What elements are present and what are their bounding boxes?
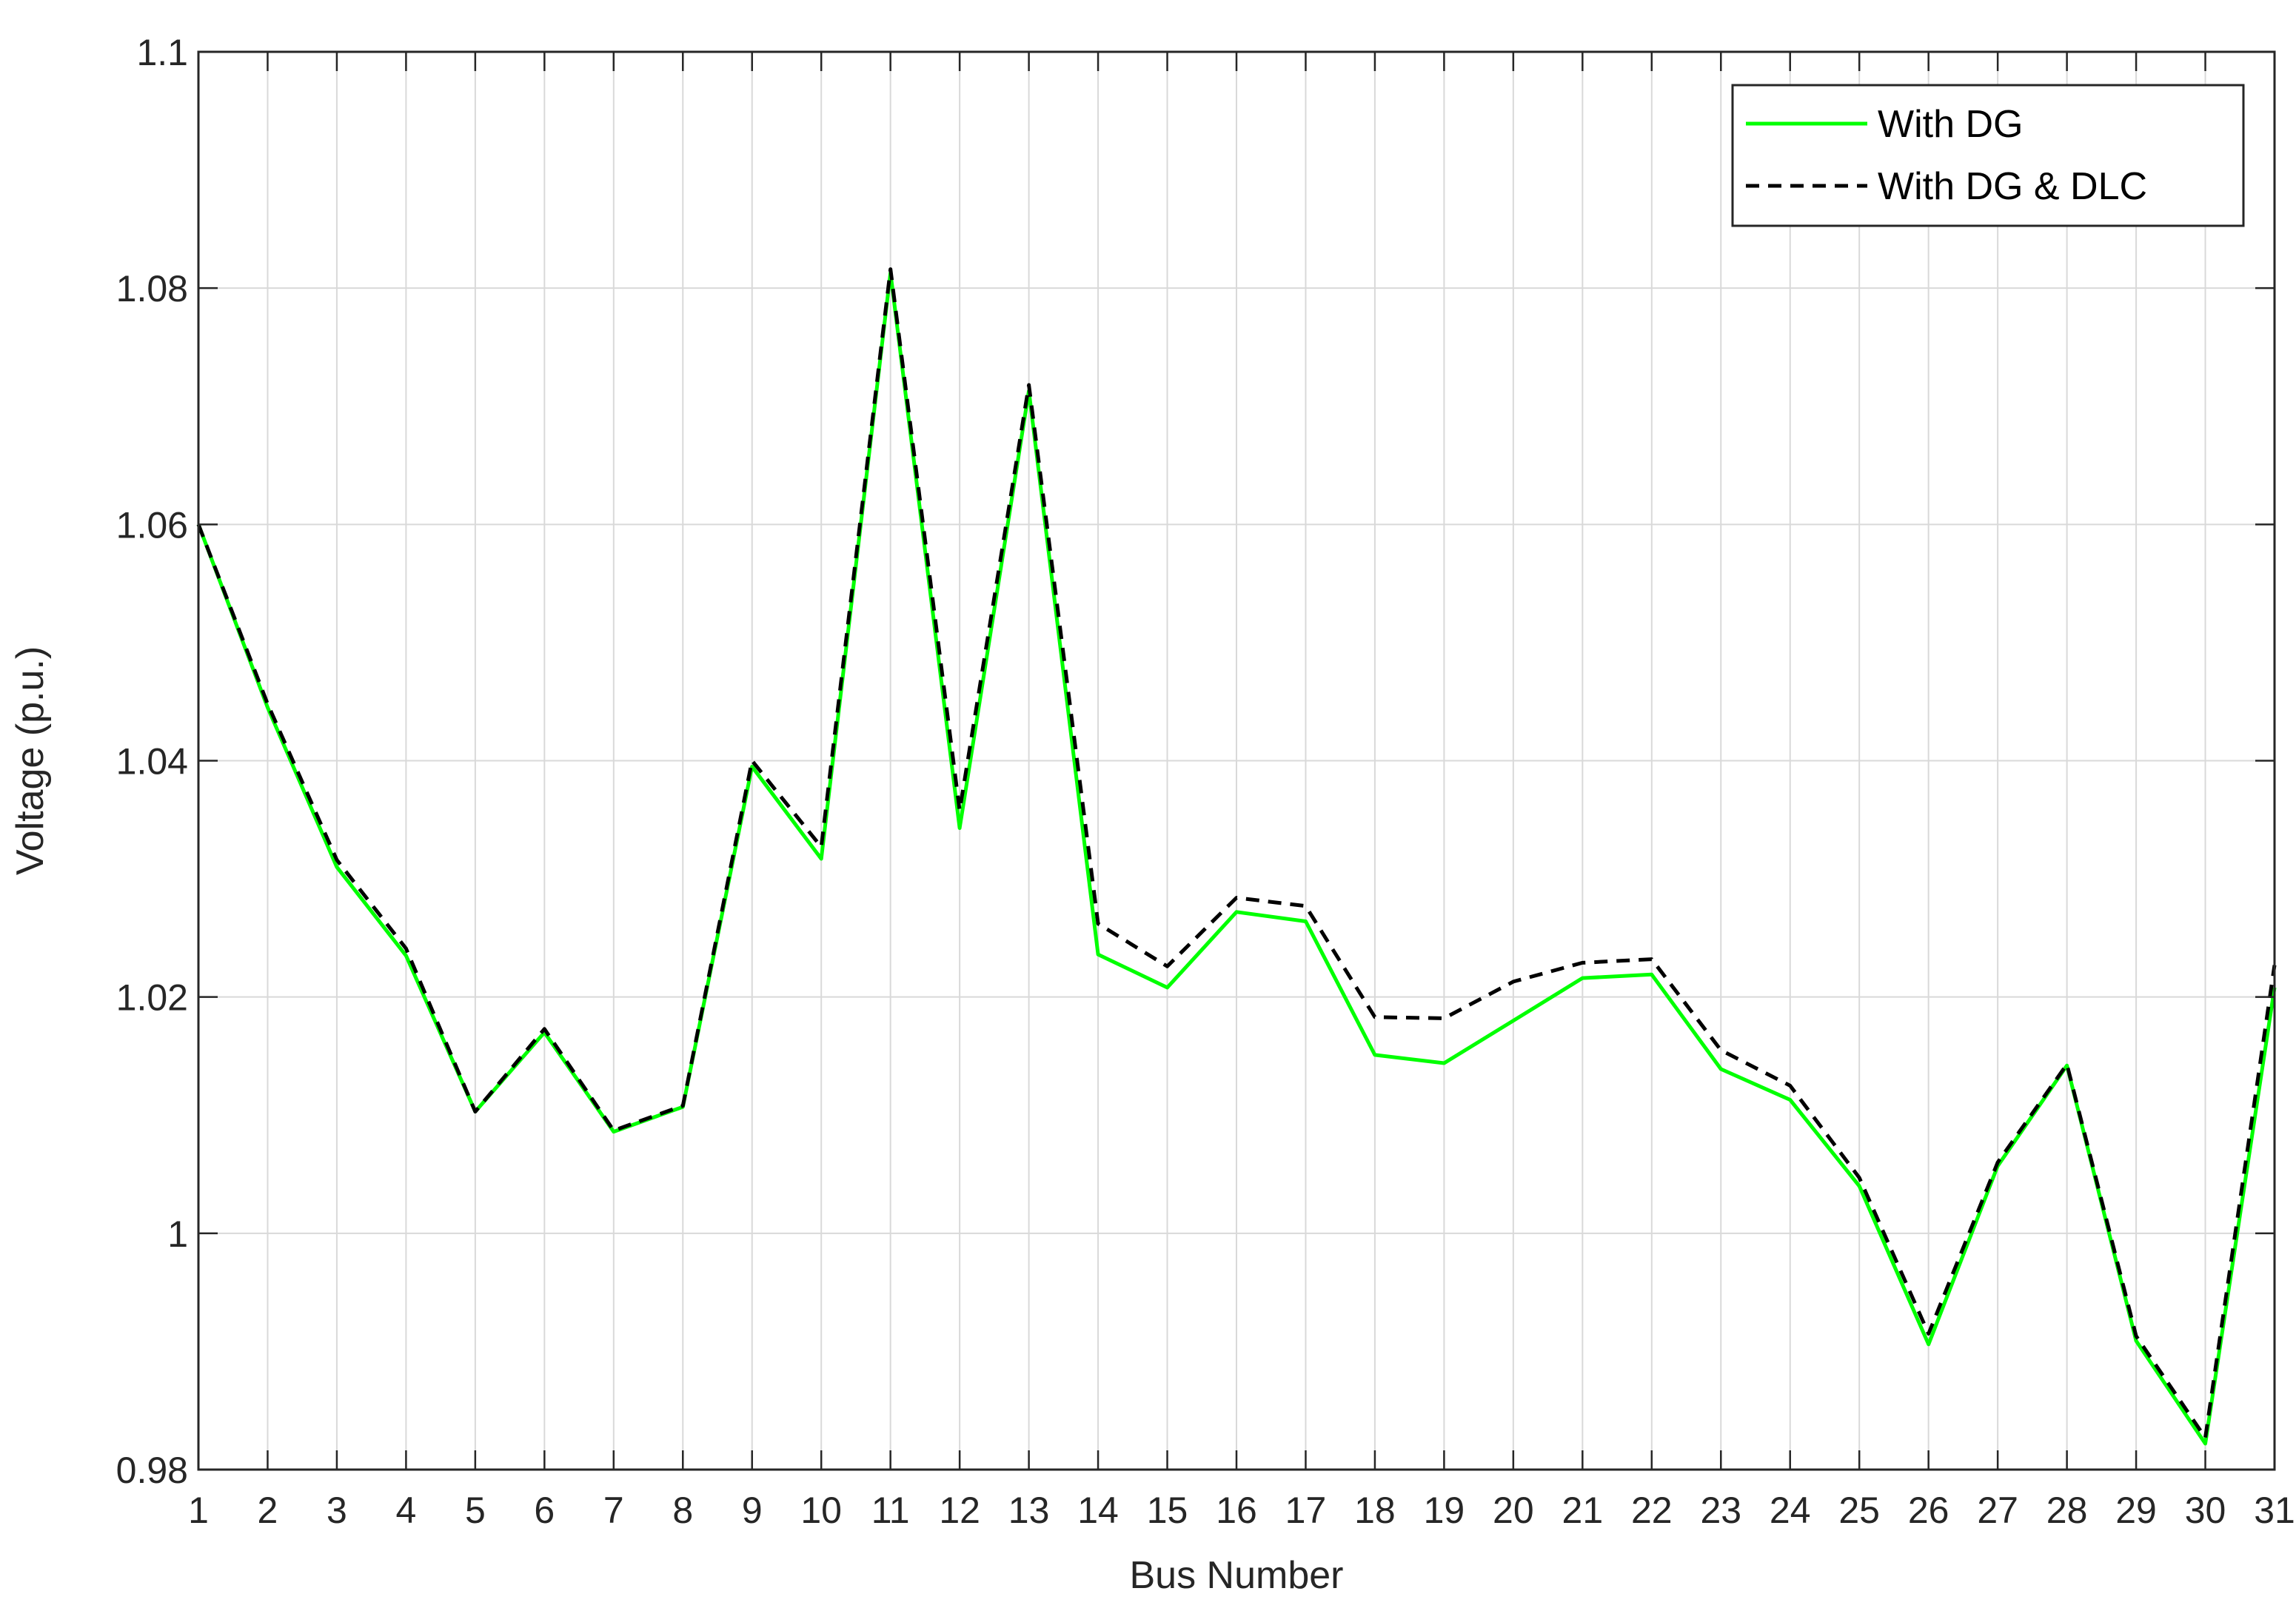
x-tick-label: 14 xyxy=(1077,1490,1119,1531)
x-tick-label: 23 xyxy=(1700,1490,1741,1531)
tick-marks xyxy=(197,50,2276,1471)
x-tick-label: 16 xyxy=(1216,1490,1257,1531)
x-tick-label: 17 xyxy=(1285,1490,1327,1531)
x-tick-label: 27 xyxy=(1977,1490,2018,1531)
y-tick-label: 1.02 xyxy=(116,977,188,1019)
x-tick-label: 20 xyxy=(1493,1490,1534,1531)
x-tick-label: 5 xyxy=(465,1490,486,1531)
x-tick-label: 3 xyxy=(327,1490,347,1531)
y-tick-label: 1.08 xyxy=(116,268,188,309)
legend-label: With DG & DLC xyxy=(1878,165,2147,208)
legend: With DG With DG & DLC xyxy=(1731,84,2245,227)
x-tick-label: 1 xyxy=(188,1490,209,1531)
x-tick-label: 25 xyxy=(1838,1490,1880,1531)
x-tick-label: 9 xyxy=(742,1490,763,1531)
series-line-with-dg xyxy=(196,270,2277,1446)
x-tick-label: 21 xyxy=(1562,1490,1604,1531)
y-tick-labels: 0.98 1 1.02 1.04 1.06 1.08 1.1 xyxy=(116,32,188,1491)
x-tick-label: 2 xyxy=(258,1490,278,1531)
series-line-with-dg-dlc xyxy=(196,267,2277,1440)
x-tick-label: 19 xyxy=(1424,1490,1465,1531)
x-tick-label: 6 xyxy=(534,1490,555,1531)
legend-box xyxy=(1731,84,2245,227)
x-tick-label: 22 xyxy=(1631,1490,1673,1531)
x-tick-label: 8 xyxy=(672,1490,693,1531)
x-tick-label: 24 xyxy=(1770,1490,1811,1531)
x-tick-label: 29 xyxy=(2115,1490,2157,1531)
y-tick-label: 1.06 xyxy=(116,504,188,546)
x-tick-label: 28 xyxy=(2046,1490,2088,1531)
x-tick-label: 11 xyxy=(871,1490,910,1531)
y-tick-label: 1 xyxy=(167,1213,188,1255)
x-tick-label: 12 xyxy=(939,1490,980,1531)
x-tick-label: 31 xyxy=(2254,1490,2295,1531)
x-tick-label: 4 xyxy=(395,1490,416,1531)
x-tick-label: 15 xyxy=(1147,1490,1188,1531)
x-tick-label: 13 xyxy=(1008,1490,1050,1531)
series-layer xyxy=(196,267,2277,1446)
legend-label: With DG xyxy=(1878,103,2023,146)
x-tick-label: 10 xyxy=(800,1490,842,1531)
x-tick-label: 30 xyxy=(2185,1490,2226,1531)
y-tick-label: 1.04 xyxy=(116,741,188,783)
y-axis-title: Voltage (p.u.) xyxy=(9,646,52,875)
x-tick-labels: 1 2 3 4 5 6 7 8 9 10 11 12 13 14 15 16 17 18 19 20 21 22 23 24 2… xyxy=(188,1490,2295,1531)
x-tick-label: 18 xyxy=(1354,1490,1396,1531)
y-tick-label: 0.98 xyxy=(116,1450,188,1491)
y-tick-label: 1.1 xyxy=(136,32,188,73)
x-tick-label: 26 xyxy=(1908,1490,1949,1531)
x-axis-title: Bus Number xyxy=(1130,1554,1344,1597)
x-tick-label: 7 xyxy=(603,1490,624,1531)
